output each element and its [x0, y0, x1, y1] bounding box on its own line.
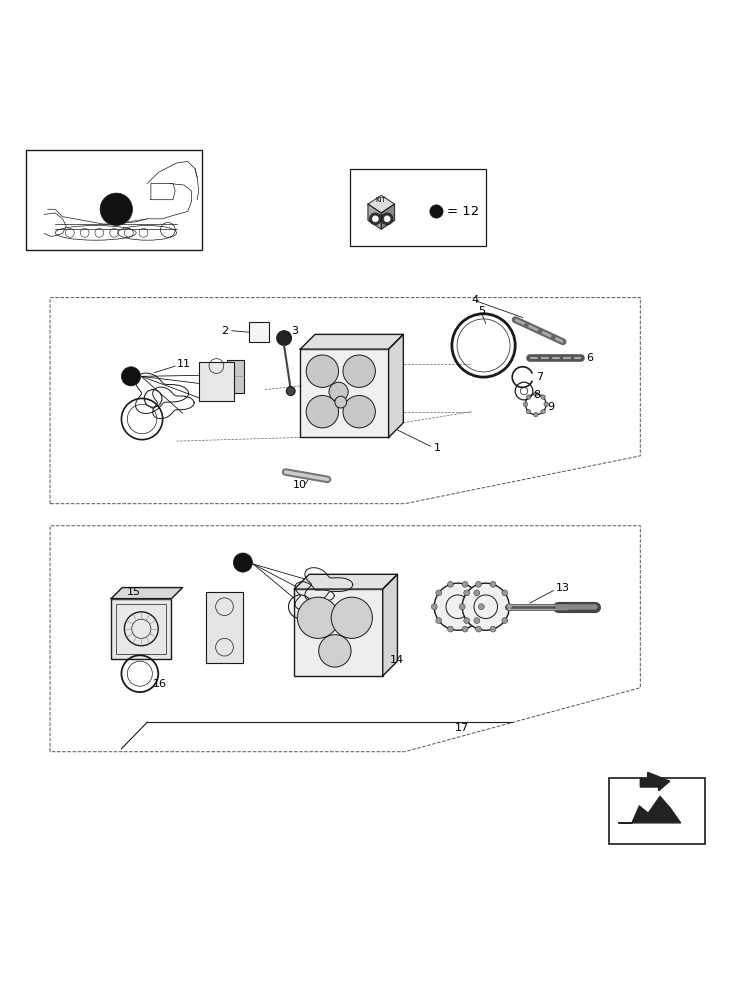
Circle shape: [506, 604, 512, 610]
Circle shape: [541, 395, 545, 399]
Circle shape: [100, 193, 132, 225]
Text: 15: 15: [127, 587, 141, 597]
Bar: [111, 599, 171, 659]
Polygon shape: [111, 588, 183, 599]
Text: 3: 3: [291, 326, 298, 336]
Text: 4: 4: [471, 295, 478, 305]
Polygon shape: [640, 772, 670, 791]
Text: 5: 5: [478, 306, 486, 316]
Polygon shape: [300, 334, 403, 349]
Text: 7: 7: [536, 372, 543, 382]
Circle shape: [331, 597, 372, 638]
Circle shape: [526, 409, 531, 414]
Circle shape: [381, 213, 393, 225]
Circle shape: [478, 604, 484, 610]
Circle shape: [475, 581, 481, 587]
Bar: [227, 360, 244, 393]
Circle shape: [534, 412, 538, 417]
Circle shape: [490, 581, 496, 587]
Circle shape: [306, 395, 339, 428]
Bar: [294, 589, 383, 676]
Polygon shape: [368, 204, 381, 229]
Polygon shape: [381, 204, 394, 229]
Circle shape: [541, 409, 545, 414]
Text: 6: 6: [586, 353, 593, 363]
Text: = 12: = 12: [447, 205, 480, 218]
Circle shape: [434, 583, 481, 630]
Bar: [350, 169, 486, 246]
Circle shape: [544, 402, 548, 407]
Polygon shape: [389, 334, 403, 437]
Circle shape: [462, 581, 468, 587]
Circle shape: [447, 626, 453, 632]
Circle shape: [306, 355, 339, 387]
Text: 16: 16: [153, 679, 167, 689]
Circle shape: [462, 583, 509, 630]
Bar: [26, 150, 202, 250]
Text: 10: 10: [293, 480, 308, 490]
Circle shape: [286, 387, 295, 395]
Bar: [199, 362, 234, 401]
Bar: [116, 604, 166, 654]
Text: KIT: KIT: [376, 197, 386, 203]
Circle shape: [462, 626, 468, 632]
Text: 13: 13: [556, 583, 570, 593]
Circle shape: [431, 604, 437, 610]
Polygon shape: [294, 574, 397, 589]
Circle shape: [430, 205, 443, 218]
Circle shape: [534, 392, 538, 396]
Circle shape: [464, 590, 470, 596]
Circle shape: [459, 604, 465, 610]
Text: 11: 11: [177, 359, 191, 369]
Circle shape: [475, 626, 481, 632]
Text: 17: 17: [455, 723, 469, 733]
Circle shape: [502, 590, 508, 596]
Circle shape: [277, 331, 291, 345]
Text: 14: 14: [390, 655, 404, 665]
Circle shape: [369, 213, 381, 225]
Circle shape: [329, 382, 348, 401]
Bar: [609, 778, 705, 844]
Circle shape: [233, 553, 252, 572]
Circle shape: [343, 355, 375, 387]
Circle shape: [335, 396, 347, 408]
Polygon shape: [368, 195, 394, 213]
Circle shape: [526, 395, 531, 399]
Circle shape: [384, 216, 390, 222]
Bar: [300, 349, 389, 437]
Circle shape: [436, 618, 442, 624]
Text: 1: 1: [434, 443, 442, 453]
Text: 8: 8: [533, 390, 540, 400]
Polygon shape: [206, 592, 243, 663]
Circle shape: [490, 626, 496, 632]
Polygon shape: [383, 574, 397, 676]
Circle shape: [474, 618, 480, 624]
Text: 2: 2: [221, 326, 228, 336]
Circle shape: [502, 618, 508, 624]
Circle shape: [447, 581, 453, 587]
Circle shape: [343, 395, 375, 428]
Circle shape: [464, 618, 470, 624]
Circle shape: [297, 597, 339, 638]
Bar: [249, 322, 269, 342]
Text: 9: 9: [548, 402, 555, 412]
Circle shape: [121, 367, 141, 386]
Circle shape: [319, 635, 351, 667]
Circle shape: [372, 216, 378, 222]
Circle shape: [523, 402, 528, 407]
Circle shape: [436, 590, 442, 596]
Circle shape: [474, 590, 480, 596]
